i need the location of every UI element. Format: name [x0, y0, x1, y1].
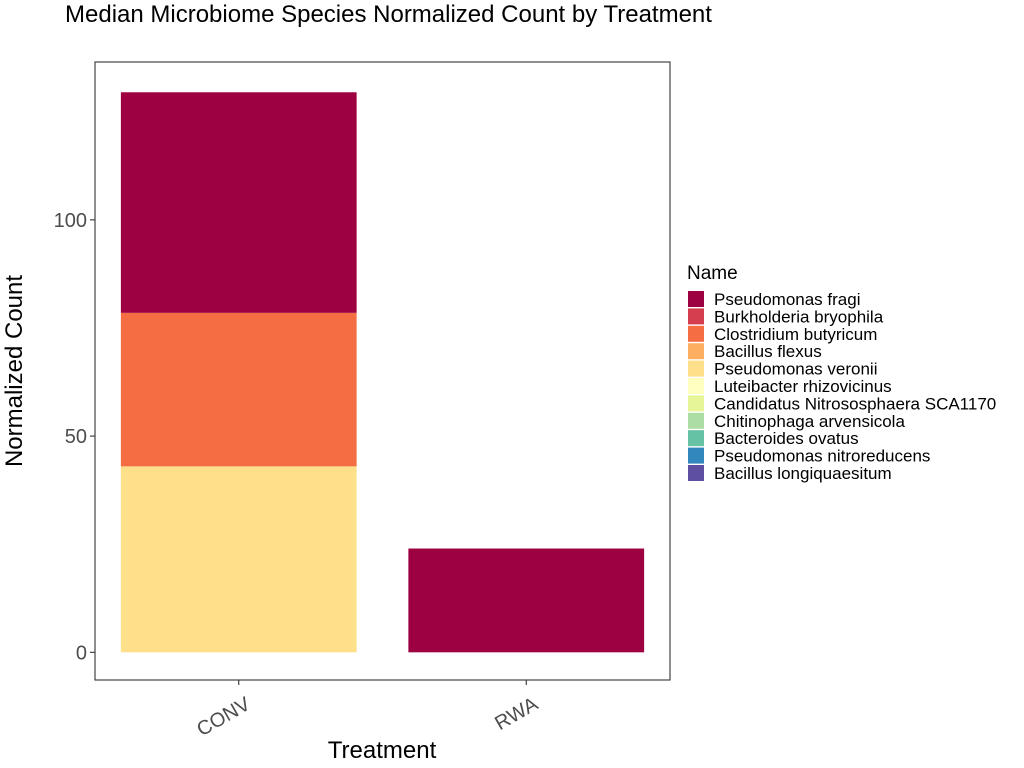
legend-label-bacillus-longiquaesitum: Bacillus longiquaesitum	[714, 464, 892, 483]
y-tick-label: 50	[65, 426, 87, 448]
legend-swatch-burkholderia-bryophila	[688, 308, 704, 325]
legend-swatch-bacillus-flexus	[688, 343, 704, 360]
legend-swatch-pseudomonas-nitroreducens	[688, 447, 704, 464]
bar-conv-clostridium-butyricum	[120, 312, 357, 467]
legend-label-bacteroides-ovatus: Bacteroides ovatus	[714, 429, 859, 448]
bar-conv-pseudomonas-fragi	[120, 92, 357, 313]
legend-swatch-pseudomonas-veronii	[688, 360, 704, 377]
bar-rwa-pseudomonas-fragi	[408, 548, 645, 653]
legend-label-bacillus-flexus: Bacillus flexus	[714, 342, 822, 361]
legend-swatch-bacteroides-ovatus	[688, 430, 704, 447]
bar-conv-pseudomonas-veronii	[120, 466, 357, 653]
legend-title: Name	[687, 263, 738, 284]
x-axis: CONV RWA	[193, 680, 542, 741]
legend-swatch-candidatus-nitrososphaera-sca1170	[688, 395, 704, 412]
bars-group	[120, 92, 645, 653]
legend-swatch-luteibacter-rhizovicinus	[688, 378, 704, 394]
x-axis-title: Treatment	[328, 737, 437, 764]
legend-swatch-pseudomonas-fragi	[688, 291, 704, 307]
x-tick-label-rwa: RWA	[491, 693, 542, 735]
legend-label-clostridium-butyricum: Clostridium butyricum	[714, 325, 877, 344]
legend-label-pseudomonas-fragi: Pseudomonas fragi	[714, 290, 860, 309]
chart-title: Median Microbiome Species Normalized Cou…	[65, 1, 712, 28]
legend-label-chitinophaga-arvensicola: Chitinophaga arvensicola	[714, 412, 905, 431]
y-tick-label: 0	[76, 642, 87, 664]
legend-label-burkholderia-bryophila: Burkholderia bryophila	[714, 307, 884, 326]
legend-label-luteibacter-rhizovicinus: Luteibacter rhizovicinus	[714, 377, 892, 396]
y-tick-label: 100	[54, 210, 87, 232]
legend-label-candidatus-nitrososphaera-sca1170: Candidatus Nitrososphaera SCA1170	[714, 394, 996, 413]
legend-label-pseudomonas-nitroreducens: Pseudomonas nitroreducens	[714, 447, 930, 466]
y-axis: 0 50 100	[54, 210, 95, 664]
y-axis-title: Normalized Count	[1, 275, 28, 467]
legend-swatch-clostridium-butyricum	[688, 325, 704, 342]
legend-swatch-chitinophaga-arvensicola	[688, 412, 704, 429]
x-tick-label-conv: CONV	[193, 693, 255, 741]
legend-swatch-bacillus-longiquaesitum	[688, 465, 704, 481]
legend-label-pseudomonas-veronii: Pseudomonas veronii	[714, 360, 877, 379]
